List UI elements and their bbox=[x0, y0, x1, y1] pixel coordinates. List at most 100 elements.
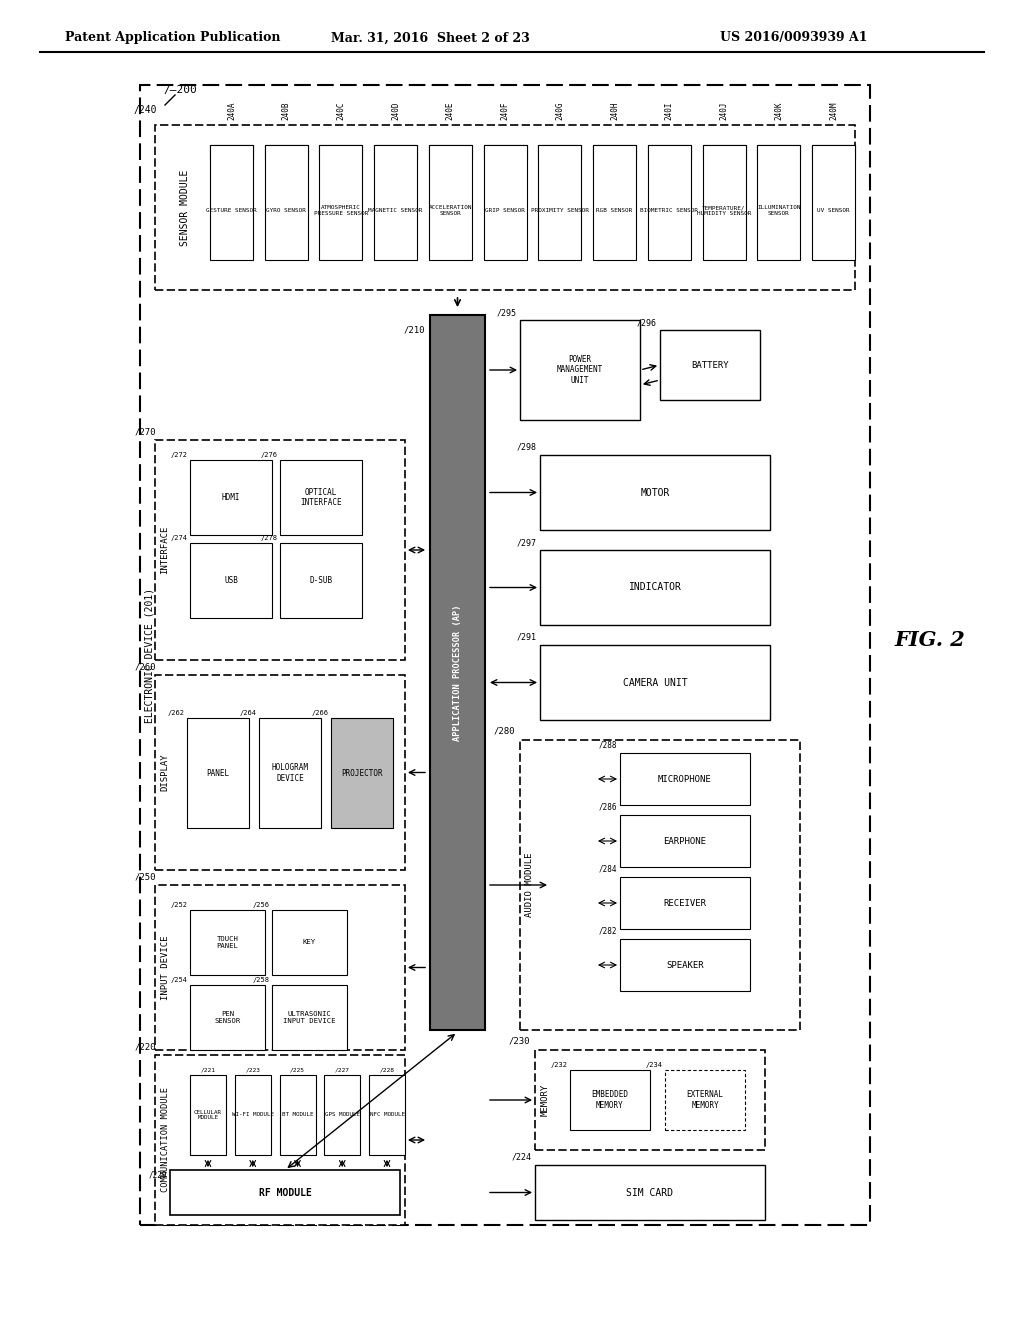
Bar bbox=[265, 145, 308, 158]
Text: KEY: KEY bbox=[303, 940, 316, 945]
Text: GPS MODULE: GPS MODULE bbox=[325, 1113, 359, 1118]
Bar bbox=[190, 909, 265, 975]
Bar bbox=[259, 718, 321, 828]
Text: MICROPHONE: MICROPHONE bbox=[658, 775, 712, 784]
Bar bbox=[155, 675, 406, 870]
Text: POWER
MANAGEMENT
UNIT: POWER MANAGEMENT UNIT bbox=[557, 355, 603, 385]
Text: INPUT DEVICE: INPUT DEVICE bbox=[161, 936, 170, 999]
Text: DISPLAY: DISPLAY bbox=[161, 754, 170, 791]
Text: /270: /270 bbox=[134, 428, 156, 437]
Text: /288: /288 bbox=[598, 741, 617, 750]
Text: GESTURE SENSOR: GESTURE SENSOR bbox=[206, 209, 257, 213]
Text: PEN
SENSOR: PEN SENSOR bbox=[214, 1011, 241, 1024]
Text: /232: /232 bbox=[551, 1063, 568, 1068]
Text: /280: /280 bbox=[494, 726, 515, 735]
Text: /210: /210 bbox=[403, 326, 425, 334]
Bar bbox=[540, 550, 770, 624]
Text: USB: USB bbox=[224, 576, 238, 585]
Bar bbox=[210, 145, 253, 260]
Text: CAMERA UNIT: CAMERA UNIT bbox=[623, 677, 687, 688]
Text: EMBEDDED
MEMORY: EMBEDDED MEMORY bbox=[592, 1090, 629, 1110]
Text: EXTERNAL
MEMORY: EXTERNAL MEMORY bbox=[686, 1090, 724, 1110]
Bar bbox=[620, 814, 750, 867]
Bar bbox=[483, 145, 526, 158]
Bar bbox=[155, 884, 406, 1049]
Text: 240F: 240F bbox=[501, 102, 510, 120]
Text: /276: /276 bbox=[261, 451, 278, 458]
Bar bbox=[272, 985, 347, 1049]
Text: SIM CARD: SIM CARD bbox=[627, 1188, 674, 1197]
Text: TEMPERATURE/
HUMIDITY SENSOR: TEMPERATURE/ HUMIDITY SENSOR bbox=[697, 205, 752, 216]
Text: /229: /229 bbox=[148, 1170, 167, 1179]
Bar bbox=[539, 145, 582, 158]
Bar bbox=[812, 145, 855, 260]
Bar bbox=[648, 145, 691, 158]
Bar bbox=[272, 909, 347, 975]
Text: 240C: 240C bbox=[337, 102, 345, 120]
Text: /297: /297 bbox=[517, 539, 537, 546]
Bar bbox=[190, 459, 272, 535]
Text: D-SUB: D-SUB bbox=[309, 576, 333, 585]
Bar bbox=[483, 145, 526, 260]
Bar bbox=[280, 459, 362, 535]
Text: Mar. 31, 2016  Sheet 2 of 23: Mar. 31, 2016 Sheet 2 of 23 bbox=[331, 32, 529, 45]
Bar bbox=[620, 939, 750, 991]
Bar bbox=[187, 718, 249, 828]
Text: PROXIMITY SENSOR: PROXIMITY SENSOR bbox=[530, 209, 589, 213]
Bar bbox=[155, 440, 406, 660]
Bar bbox=[620, 752, 750, 805]
Bar bbox=[190, 985, 265, 1049]
Bar bbox=[140, 84, 870, 1225]
Bar bbox=[210, 145, 253, 158]
Bar bbox=[429, 145, 472, 158]
Bar bbox=[429, 145, 472, 260]
Bar bbox=[369, 1074, 406, 1155]
Bar bbox=[190, 1074, 226, 1155]
Text: /295: /295 bbox=[497, 308, 517, 317]
Text: /228: /228 bbox=[380, 1067, 394, 1072]
Bar bbox=[660, 330, 760, 400]
Text: ULTRASONIC
INPUT DEVICE: ULTRASONIC INPUT DEVICE bbox=[284, 1011, 336, 1024]
Text: US 2016/0093939 A1: US 2016/0093939 A1 bbox=[720, 32, 867, 45]
Text: ACCELERATION
SENSOR: ACCELERATION SENSOR bbox=[429, 205, 472, 216]
Text: INDICATOR: INDICATOR bbox=[629, 582, 681, 593]
Bar bbox=[535, 1166, 765, 1220]
Text: RF MODULE: RF MODULE bbox=[259, 1188, 311, 1197]
Text: HDMI: HDMI bbox=[222, 492, 241, 502]
Text: 240G: 240G bbox=[555, 102, 564, 120]
Text: FIG. 2: FIG. 2 bbox=[895, 630, 966, 649]
Text: WI-FI MODULE: WI-FI MODULE bbox=[231, 1113, 273, 1118]
Text: /264: /264 bbox=[240, 710, 257, 715]
Text: RECEIVER: RECEIVER bbox=[664, 899, 707, 908]
Text: 240H: 240H bbox=[610, 102, 620, 120]
Text: /296: /296 bbox=[637, 318, 657, 327]
Text: /252: /252 bbox=[171, 902, 188, 908]
Text: AUDIO MODULE: AUDIO MODULE bbox=[525, 853, 535, 917]
Text: /234: /234 bbox=[646, 1063, 663, 1068]
Text: /224: /224 bbox=[512, 1152, 532, 1162]
Text: 240D: 240D bbox=[391, 102, 400, 120]
Bar bbox=[702, 145, 745, 158]
Bar bbox=[374, 145, 417, 260]
Bar bbox=[702, 145, 745, 260]
Text: BT MODULE: BT MODULE bbox=[282, 1113, 313, 1118]
Text: MEMORY: MEMORY bbox=[541, 1084, 550, 1117]
Text: ATMOSPHERIC
PRESSURE SENSOR: ATMOSPHERIC PRESSURE SENSOR bbox=[313, 205, 369, 216]
Text: BIOMETRIC SENSOR: BIOMETRIC SENSOR bbox=[640, 209, 698, 213]
Text: BATTERY: BATTERY bbox=[691, 360, 729, 370]
Bar bbox=[758, 145, 801, 260]
Text: /220: /220 bbox=[134, 1043, 156, 1052]
Bar bbox=[319, 145, 362, 260]
Bar bbox=[331, 718, 393, 828]
Text: /221: /221 bbox=[201, 1067, 215, 1072]
Text: HOLOGRAM
DEVICE: HOLOGRAM DEVICE bbox=[271, 763, 308, 783]
Text: /262: /262 bbox=[168, 710, 185, 715]
Text: /223: /223 bbox=[246, 1067, 260, 1072]
Bar bbox=[280, 543, 362, 618]
Text: /284: /284 bbox=[598, 865, 617, 874]
Bar bbox=[520, 319, 640, 420]
Text: CELLULAR
MODULE: CELLULAR MODULE bbox=[194, 1110, 222, 1121]
Text: /274: /274 bbox=[171, 535, 188, 541]
Text: /254: /254 bbox=[171, 977, 188, 983]
Text: /230: /230 bbox=[509, 1036, 530, 1045]
